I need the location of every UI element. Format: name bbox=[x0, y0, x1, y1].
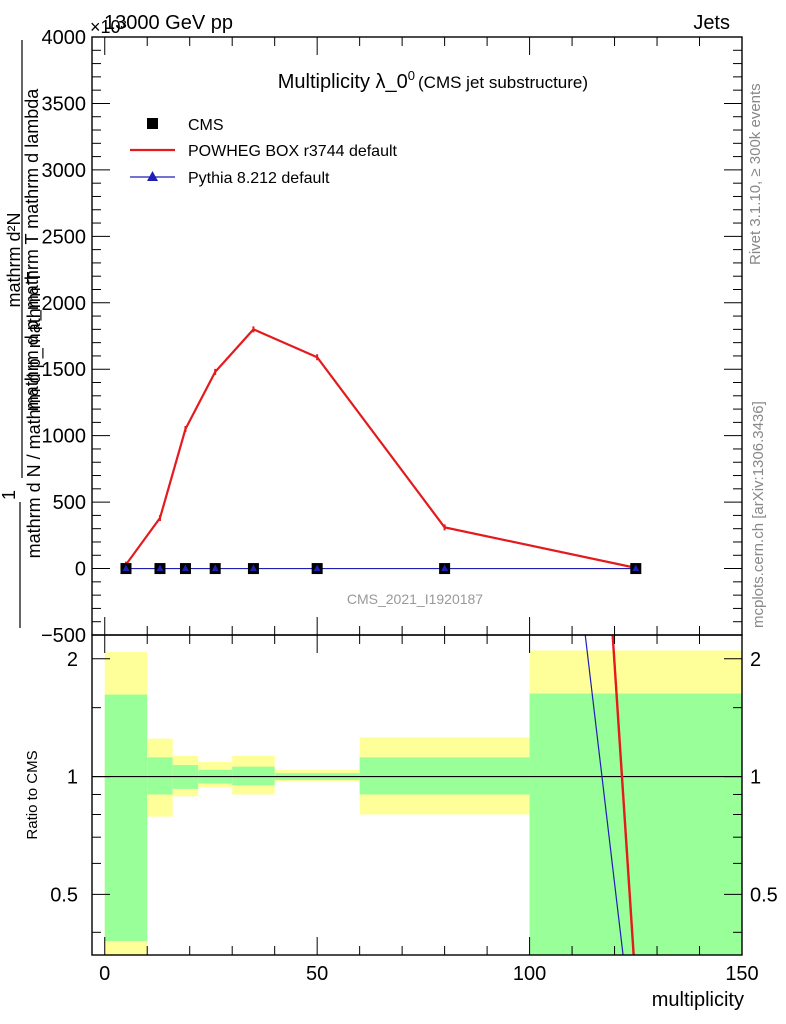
ratio-y-tick-label-right: 1 bbox=[750, 767, 761, 789]
ratio-x-ticks: 0 50 100 150 bbox=[99, 635, 759, 985]
main-x-ticks bbox=[104, 37, 743, 635]
watermark: CMS_2021_I1920187 bbox=[347, 591, 483, 607]
ratio-lines bbox=[584, 635, 635, 955]
legend-cms-label: CMS bbox=[188, 117, 224, 134]
main-y-tick-label: −500 bbox=[41, 625, 86, 647]
x-tick-label: 0 bbox=[99, 963, 110, 985]
main-y-tick-label: 3500 bbox=[42, 93, 87, 115]
main-y-tick-label: 4000 bbox=[42, 27, 87, 49]
main-y-tick-label: 1000 bbox=[42, 426, 87, 448]
legend: CMS POWHEG BOX r3744 default Pythia 8.21… bbox=[130, 117, 398, 187]
ratio-y-tick-label: 1 bbox=[67, 767, 78, 789]
ratio-band-green bbox=[359, 757, 530, 795]
ratio-frame bbox=[91, 634, 743, 956]
legend-powheg-label: POWHEG BOX r3744 default bbox=[188, 143, 398, 160]
y-exponent: ×10³ bbox=[90, 17, 127, 37]
side-rivet: Rivet 3.1.10, ≥ 300k events bbox=[747, 83, 764, 265]
header-left: 13000 GeV pp bbox=[104, 12, 233, 34]
main-series bbox=[120, 326, 642, 575]
ratio-y-tick-label: 0.5 bbox=[50, 884, 78, 906]
y-label-prefix: 1 bbox=[0, 490, 19, 500]
main-y-tick-label: 0 bbox=[75, 559, 86, 581]
ratio-y-ticks: 0.5 0.5 1 1 2 2 bbox=[50, 649, 778, 933]
main-y-tick-label: 1500 bbox=[42, 359, 87, 381]
ratio-y-tick-label-right: 0.5 bbox=[750, 884, 778, 906]
pythia-point bbox=[211, 564, 219, 572]
legend-cms-marker bbox=[147, 118, 158, 129]
ratio-band-green bbox=[104, 694, 148, 942]
chart-subtitle: (CMS jet substructure) bbox=[418, 73, 588, 92]
y-label-denominator: mathrm d p_mathrm T mathrm d lambda bbox=[22, 88, 43, 411]
x-axis-label: multiplicity bbox=[652, 989, 744, 1011]
legend-pythia-label: Pythia 8.212 default bbox=[188, 170, 330, 187]
chart-title: Multiplicity λ_00 bbox=[278, 68, 415, 93]
pythia-point bbox=[441, 564, 449, 572]
y-label-prefix-den: mathrm d N / mathrm d p_mathrm T bbox=[24, 272, 45, 559]
pythia-point bbox=[249, 564, 257, 572]
legend-pythia-marker bbox=[147, 171, 158, 181]
ratio-band-green bbox=[147, 757, 173, 795]
main-y-tick-label: 500 bbox=[53, 492, 86, 514]
series-line-powheg bbox=[125, 328, 637, 569]
pythia-point bbox=[156, 564, 164, 572]
pythia-point bbox=[313, 564, 321, 572]
main-y-tick-label: 2500 bbox=[42, 226, 87, 248]
x-tick-label: 150 bbox=[725, 963, 758, 985]
ratio-line bbox=[611, 635, 635, 955]
side-mcplots: mcplots.cern.ch [arXiv:1306.3436] bbox=[750, 401, 767, 628]
ratio-bands bbox=[104, 650, 742, 955]
ratio-band-green bbox=[529, 693, 742, 955]
main-y-label: mathrm d²N mathrm d p_mathrm T mathrm d … bbox=[0, 40, 45, 628]
main-y-ticks: −500 0 500 1000 1500 2000 2500 3000 3500 4000 bbox=[41, 27, 742, 647]
main-y-tick-label: 2000 bbox=[42, 293, 87, 315]
ratio-panel: 0.5 0.5 1 1 2 2 0 50 100 150 Ratio to CMS multip… bbox=[24, 634, 778, 1011]
x-tick-label: 100 bbox=[513, 963, 546, 985]
ratio-line bbox=[584, 635, 624, 955]
ratio-y-label: Ratio to CMS bbox=[24, 750, 41, 839]
ratio-y-tick-label-right: 2 bbox=[750, 649, 761, 671]
ratio-y-tick-label: 2 bbox=[67, 649, 78, 671]
y-label-numerator: mathrm d²N bbox=[4, 212, 24, 307]
main-y-tick-label: 3000 bbox=[42, 160, 87, 182]
main-panel: −500 0 500 1000 1500 2000 2500 3000 3500 4000 Mul… bbox=[0, 27, 743, 647]
x-tick-label: 50 bbox=[306, 963, 328, 985]
pythia-point bbox=[181, 564, 189, 572]
pythia-point bbox=[122, 564, 130, 572]
header-right: Jets bbox=[693, 12, 730, 34]
pythia-point bbox=[632, 564, 640, 572]
